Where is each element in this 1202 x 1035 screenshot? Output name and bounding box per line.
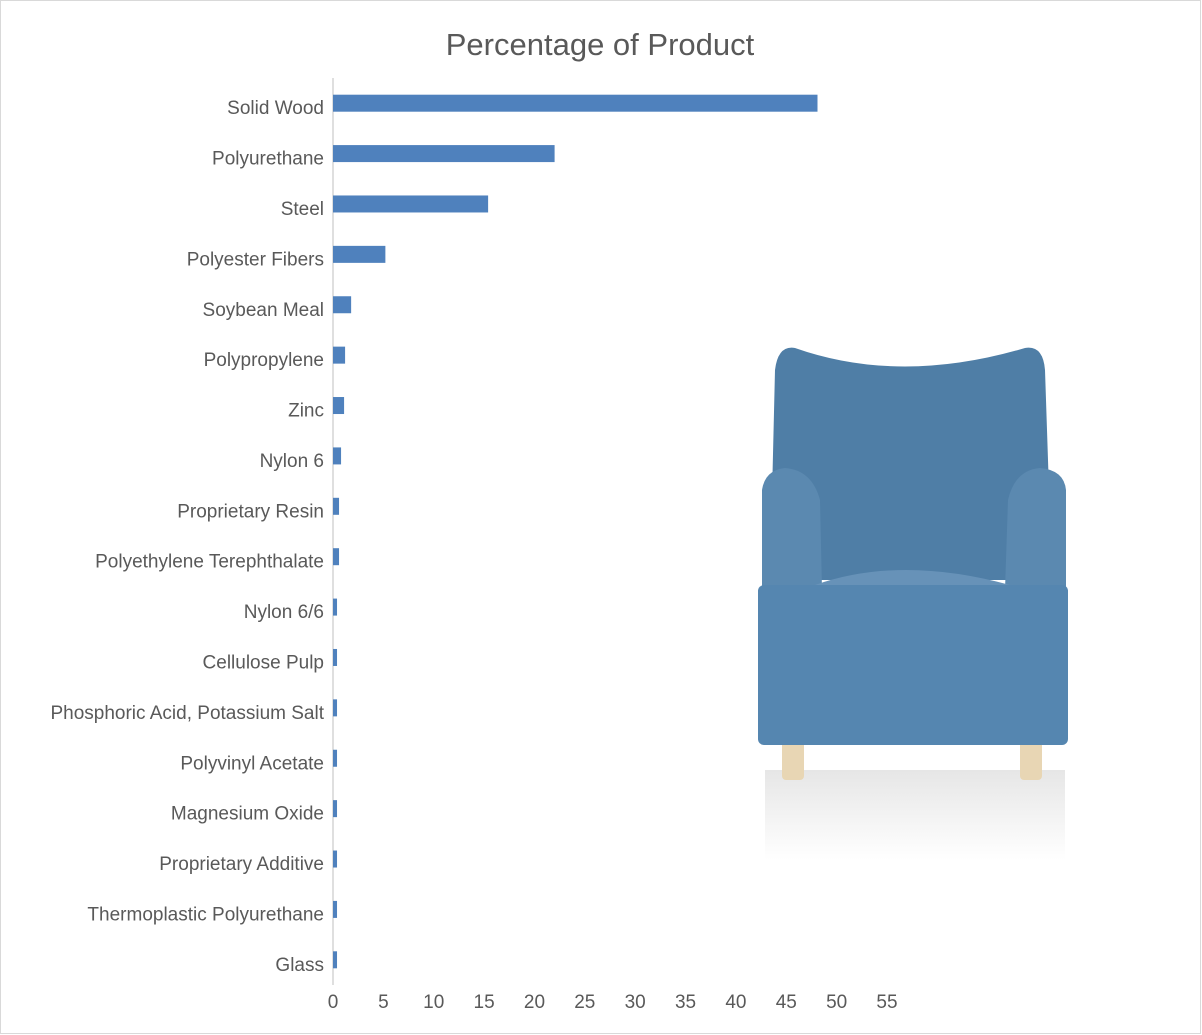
bar <box>333 195 489 213</box>
y-tick-label: Thermoplastic Polyurethane <box>87 904 324 925</box>
bar <box>333 94 818 112</box>
y-tick-label: Solid Wood <box>227 98 324 119</box>
x-tick-label: 20 <box>524 992 545 1013</box>
bar <box>333 145 555 163</box>
bar <box>333 951 338 969</box>
y-tick-label: Polyester Fibers <box>187 249 324 270</box>
y-tick-label: Proprietary Resin <box>177 501 324 522</box>
x-tick-label: 45 <box>776 992 797 1013</box>
x-tick-label: 10 <box>423 992 444 1013</box>
x-tick-label: 35 <box>675 992 696 1013</box>
chart-title: Percentage of Product <box>446 27 755 62</box>
bar <box>333 296 352 314</box>
y-tick-label: Nylon 6/6 <box>244 602 324 623</box>
y-tick-label: Steel <box>281 199 324 220</box>
x-tick-label: 0 <box>328 992 339 1013</box>
x-tick-label: 30 <box>625 992 646 1013</box>
bar <box>333 699 338 717</box>
y-tick-label: Cellulose Pulp <box>203 652 324 673</box>
chair-image <box>758 347 1068 860</box>
x-tick-label: 15 <box>474 992 495 1013</box>
bar <box>333 648 338 666</box>
bar <box>333 346 346 364</box>
bar <box>333 548 340 566</box>
bar <box>333 397 345 415</box>
y-tick-label: Polyethylene Terephthalate <box>95 552 324 573</box>
y-tick-label: Polypropylene <box>204 350 324 371</box>
bar <box>333 900 338 918</box>
y-tick-label: Magnesium Oxide <box>171 804 324 825</box>
x-tick-label: 50 <box>826 992 847 1013</box>
bar <box>333 800 338 818</box>
y-tick-label: Phosphoric Acid, Potassium Salt <box>50 703 324 724</box>
x-tick-label: 55 <box>876 992 897 1013</box>
bar <box>333 598 338 616</box>
bar <box>333 749 338 767</box>
x-tick-label: 5 <box>378 992 389 1013</box>
y-tick-label: Polyvinyl Acetate <box>180 753 324 774</box>
x-tick-label: 25 <box>574 992 595 1013</box>
y-tick-label: Polyurethane <box>212 149 324 170</box>
bar <box>333 497 340 515</box>
y-tick-label: Soybean Meal <box>203 300 324 321</box>
x-tick-label: 40 <box>725 992 746 1013</box>
y-tick-label: Glass <box>275 955 324 976</box>
y-tick-label: Nylon 6 <box>260 451 324 472</box>
bar <box>333 447 342 465</box>
y-tick-label: Proprietary Additive <box>159 854 324 875</box>
bar <box>333 245 386 263</box>
y-tick-label: Zinc <box>288 401 324 422</box>
bar <box>333 850 338 868</box>
